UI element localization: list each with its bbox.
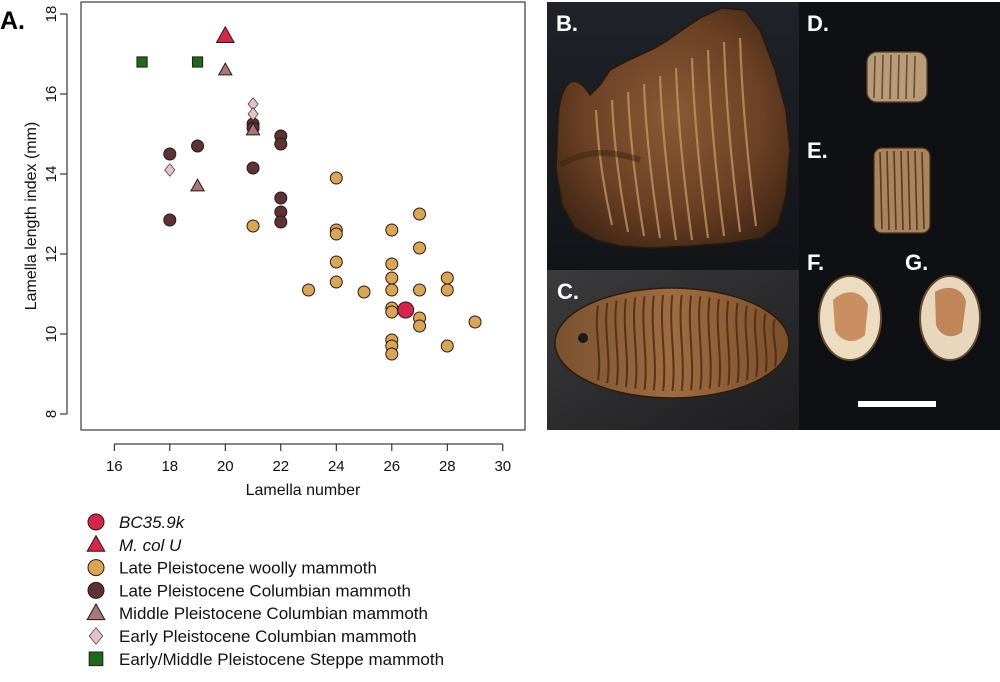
point-m-col-u	[215, 25, 235, 43]
y-tick-label: 12	[43, 246, 60, 263]
legend-marker	[87, 581, 105, 599]
point-late-pleistocene-woolly-mammoth	[246, 219, 260, 233]
point-late-pleistocene-columbian-mammoth	[163, 213, 177, 227]
point-late-pleistocene-woolly-mammoth	[385, 305, 399, 319]
mandible-specimen	[555, 7, 791, 249]
x-tick-label: 28	[439, 458, 456, 475]
y-tick-label: 18	[43, 6, 60, 23]
legend-label: Late Pleistocene Columbian mammoth	[119, 581, 411, 600]
legend-marker	[87, 559, 105, 577]
point-late-pleistocene-woolly-mammoth	[385, 347, 399, 361]
legend-label: Early/Middle Pleistocene Steppe mammoth	[119, 650, 444, 669]
point-late-pleistocene-woolly-mammoth	[440, 283, 454, 297]
scatter-chart: A. 16 18 20 22 24 26 28 30 8 10 12 14 16 18 Lamella …	[0, 1, 526, 499]
point-late-pleistocene-columbian-mammoth	[274, 191, 288, 205]
legend-marker	[86, 534, 106, 552]
point-late-pleistocene-woolly-mammoth	[468, 315, 482, 329]
photo-label-c: C.	[557, 279, 579, 304]
photo-panel-c: C.	[547, 270, 799, 430]
x-axis: 16 18 20 22 24 26 28 30	[106, 443, 511, 475]
y-tick-label: 16	[43, 86, 60, 103]
y-tick-label: 14	[43, 166, 60, 183]
point-late-pleistocene-woolly-mammoth	[440, 271, 454, 285]
x-tick-label: 26	[383, 458, 400, 475]
legend-marker	[88, 651, 104, 667]
legend-label: Late Pleistocene woolly mammoth	[119, 559, 377, 578]
point-late-pleistocene-woolly-mammoth	[440, 339, 454, 353]
photo-panel-b: B.	[547, 2, 799, 270]
x-tick-label: 18	[161, 458, 178, 475]
legend-label: Early Pleistocene Columbian mammoth	[119, 627, 417, 646]
chart-panel-label: A.	[0, 7, 25, 35]
photo-label-f: F.	[807, 250, 824, 275]
y-axis: 8 10 12 14 16 18	[43, 6, 68, 418]
point-late-pleistocene-woolly-mammoth	[329, 275, 343, 289]
legend-label: Middle Pleistocene Columbian mammoth	[119, 604, 428, 623]
point-late-pleistocene-woolly-mammoth	[329, 171, 343, 185]
photo-label-b: B.	[556, 11, 578, 36]
legend-label: M. col U	[119, 536, 182, 555]
point-late-pleistocene-woolly-mammoth	[357, 285, 371, 299]
point-late-pleistocene-columbian-mammoth	[274, 137, 288, 151]
point-late-pleistocene-woolly-mammoth	[385, 257, 399, 271]
point-late-pleistocene-woolly-mammoth	[329, 255, 343, 269]
point-late-pleistocene-woolly-mammoth	[329, 227, 343, 241]
point-late-pleistocene-woolly-mammoth	[413, 241, 427, 255]
photo-panel-right: D. E. F. G.	[799, 2, 1000, 430]
point-late-pleistocene-woolly-mammoth	[413, 207, 427, 221]
photo-label-g: G.	[905, 250, 928, 275]
enamel-plates	[595, 294, 777, 392]
point-early-middle-pleistocene-steppe-mammoth	[191, 56, 204, 68]
legend-marker	[86, 602, 106, 621]
x-tick-label: 20	[217, 458, 234, 475]
point-late-pleistocene-woolly-mammoth	[385, 271, 399, 285]
legend-label: BC35.9k	[119, 513, 186, 532]
data-points	[136, 25, 482, 361]
point-late-pleistocene-woolly-mammoth	[385, 223, 399, 237]
y-axis-label: Lamella length index (mm)	[23, 122, 40, 311]
x-axis-label: Lamella number	[246, 482, 361, 499]
photo-label-d: D.	[807, 11, 829, 36]
photo-label-e: E.	[807, 138, 828, 163]
y-tick-label: 8	[43, 410, 60, 418]
point-early-middle-pleistocene-steppe-mammoth	[136, 56, 148, 68]
point-late-pleistocene-woolly-mammoth	[385, 283, 399, 297]
point-early-pleistocene-columbian-mammoth	[164, 163, 176, 177]
x-tick-label: 24	[328, 458, 345, 475]
point-bc35-9k	[397, 301, 415, 319]
point-middle-pleistocene-columbian-mammoth	[245, 122, 261, 136]
point-late-pleistocene-columbian-mammoth	[274, 215, 288, 229]
point-late-pleistocene-columbian-mammoth	[163, 147, 177, 161]
legend-marker	[87, 513, 105, 531]
point-late-pleistocene-woolly-mammoth	[413, 283, 427, 297]
y-tick-label: 10	[43, 326, 60, 343]
scale-bar	[858, 401, 936, 407]
lamella-ridges	[594, 37, 758, 241]
point-late-pleistocene-woolly-mammoth	[413, 319, 427, 333]
x-tick-label: 16	[106, 458, 123, 475]
point-middle-pleistocene-columbian-mammoth	[217, 62, 233, 76]
point-late-pleistocene-columbian-mammoth	[191, 139, 205, 153]
legend: BC35.9k M. col U Late Pleistocene woolly m…	[86, 513, 444, 669]
x-tick-label: 30	[494, 458, 511, 475]
legend-marker	[88, 627, 104, 645]
plot-frame	[80, 1, 526, 431]
point-middle-pleistocene-columbian-mammoth	[190, 178, 206, 192]
point-late-pleistocene-woolly-mammoth	[302, 283, 316, 297]
specimen-d	[866, 51, 928, 103]
x-tick-label: 22	[272, 458, 289, 475]
point-early-pleistocene-columbian-mammoth	[247, 107, 259, 121]
point-late-pleistocene-columbian-mammoth	[246, 161, 260, 175]
